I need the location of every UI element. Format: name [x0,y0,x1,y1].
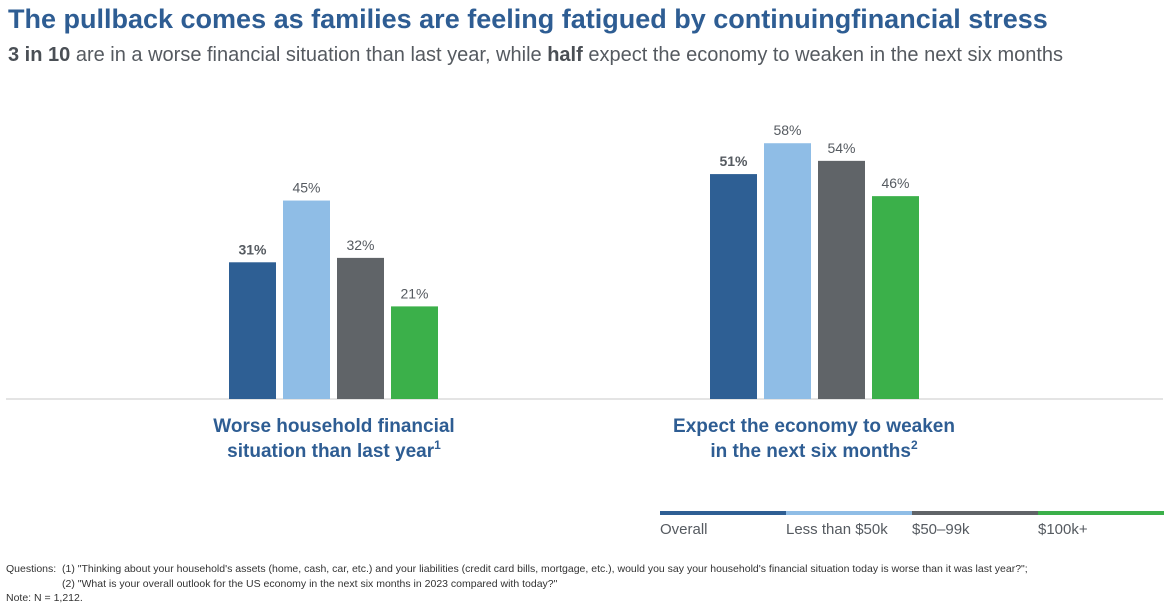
data-label: 58% [773,122,801,138]
chart-notes: Questions: (1) "Thinking about your hous… [6,562,1028,606]
category-label-line: Worse household financial [213,416,455,437]
category-label-line: Expect the economy to weaken [673,416,955,437]
legend-label: Overall [660,521,708,538]
bar [337,257,384,399]
questions-label: Questions: [6,563,57,575]
category-label-economy-weaken: Expect the economy to weaken in the next… [644,414,984,464]
category-label-text: in the next six months [710,441,911,462]
legend-swatch [912,511,1038,515]
footnote-marker: 2 [910,438,918,452]
legend-swatch [660,511,786,515]
bar [710,174,757,399]
legend-label: $100k+ [1038,521,1088,538]
category-label-text: situation than last year [227,441,435,462]
subtitle-text-1: are in a worse financial situation than … [70,44,548,66]
data-label: 21% [400,285,428,301]
data-label: 45% [292,180,320,196]
legend-item-100k-plus: $100k+ [1038,511,1164,538]
data-label: 31% [238,241,267,257]
subtitle-highlight-1: 3 in 10 [8,44,71,66]
legend-swatch [786,511,912,515]
legend-swatch [1038,511,1164,515]
subtitle-highlight-2: half [547,44,583,66]
question-row: Questions: (1) "Thinking about your hous… [6,562,1028,577]
subtitle-text-2: expect the economy to weaken in the next… [582,44,1064,66]
footnote-marker: 1 [434,438,441,452]
chart-legend: Overall Less than $50k $50–99k $100k+ [660,511,1164,538]
legend-label: $50–99k [912,521,970,538]
question-1: (1) "Thinking about your household's ass… [62,563,1028,575]
data-label: 46% [881,175,909,191]
legend-item-50-99k: $50–99k [912,511,1038,538]
legend-label: Less than $50k [786,521,888,538]
question-2: (2) "What is your overall outlook for th… [62,577,558,590]
data-label: 32% [346,237,374,253]
bar [283,200,330,399]
data-label: 54% [827,140,855,156]
bar [391,306,438,399]
chart-subtitle: 3 in 10 are in a worse financial situati… [8,44,1063,67]
category-label-line: in the next six months2 [644,439,984,464]
chart-title: The pullback comes as families are feeli… [8,4,1048,34]
legend-item-overall: Overall [660,511,786,538]
bar [872,196,919,399]
bar [818,160,865,399]
bar [764,143,811,399]
category-label-line: situation than last year1 [164,439,504,464]
question-row: (2) "What is your overall outlook for th… [6,577,1028,592]
questions-label-spacer [6,577,62,592]
data-label: 51% [719,153,748,169]
bar [229,262,276,399]
legend-item-less-than-50k: Less than $50k [786,511,912,538]
category-label-worse-financial-situation: Worse household financial situation than… [164,414,504,464]
sample-note: Note: N = 1,212. [6,592,83,604]
